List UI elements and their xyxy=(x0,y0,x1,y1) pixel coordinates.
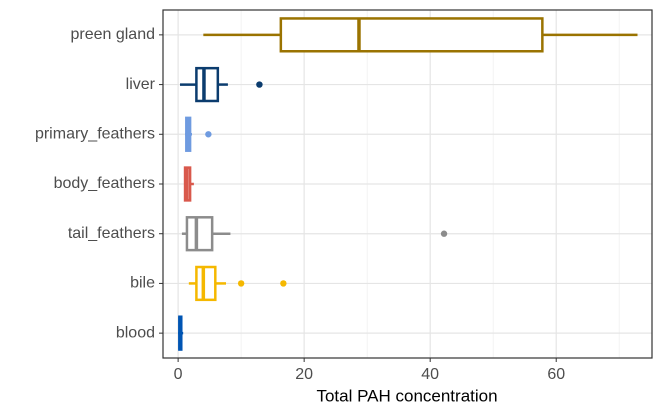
box xyxy=(279,17,544,53)
y-tick-label: preen gland xyxy=(70,26,155,43)
outlier xyxy=(280,280,287,287)
box xyxy=(185,216,214,252)
y-tick-label: tail_feathers xyxy=(68,225,155,242)
outlier xyxy=(237,280,245,287)
x-tick-label: 60 xyxy=(547,366,565,383)
y-tick-label: bile xyxy=(130,275,155,292)
panel-border xyxy=(162,9,653,359)
y-tick-label: primary_feathers xyxy=(35,126,155,143)
outlier xyxy=(256,81,263,88)
x-axis-title: Total PAH concentration xyxy=(316,386,497,405)
box xyxy=(195,66,220,103)
outlier xyxy=(205,131,212,138)
box xyxy=(195,265,217,302)
x-tick-label: 0 xyxy=(174,366,183,383)
x-tick-label: 20 xyxy=(295,366,313,383)
outlier xyxy=(440,230,448,237)
x-tick-label: 40 xyxy=(421,366,439,383)
y-tick-label: body_feathers xyxy=(54,175,155,192)
y-tick-label: blood xyxy=(116,324,155,341)
y-tick-label: liver xyxy=(126,76,156,93)
